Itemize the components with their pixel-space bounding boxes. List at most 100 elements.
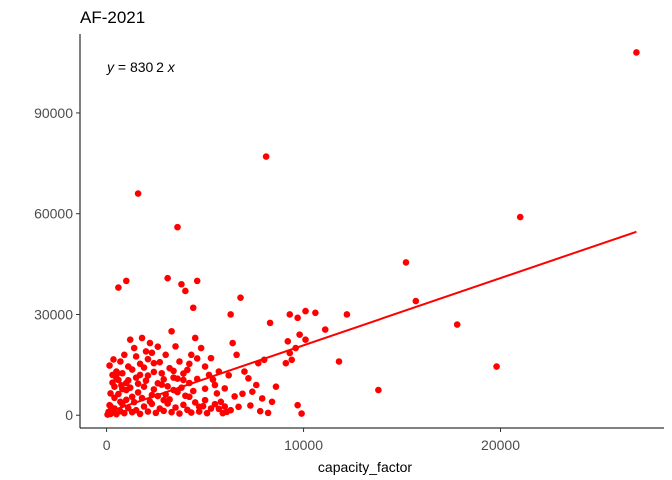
data-point [189, 304, 197, 312]
data-point [122, 396, 130, 404]
data-point [132, 374, 140, 381]
data-point [249, 388, 256, 396]
data-point [156, 358, 164, 366]
data-point [114, 369, 121, 377]
data-point [119, 369, 126, 377]
data-point [241, 368, 248, 375]
data-point [166, 396, 173, 403]
data-point [168, 408, 175, 416]
data-point [294, 401, 301, 409]
data-point [286, 311, 294, 318]
data-point [168, 327, 175, 335]
data-point [144, 408, 152, 415]
data-point [221, 385, 229, 392]
y-axis-ticks: 0 30000 60000 90000 [34, 105, 80, 423]
data-point [121, 351, 128, 359]
data-point [213, 390, 221, 397]
data-point [211, 400, 219, 408]
equation-x: x [167, 59, 176, 75]
data-point [195, 408, 203, 415]
data-point [172, 404, 179, 411]
data-point [516, 213, 524, 221]
data-point [150, 386, 158, 393]
data-point [633, 49, 640, 56]
y-tick-label: 0 [65, 407, 73, 423]
data-point [223, 408, 231, 416]
data-point [150, 368, 158, 376]
data-point [121, 409, 128, 417]
data-point [239, 390, 246, 398]
data-point [375, 386, 382, 394]
data-point [144, 372, 152, 379]
y-tick-label: 30000 [34, 306, 73, 322]
data-point [174, 388, 181, 396]
data-point [237, 294, 244, 301]
data-point [172, 343, 179, 350]
data-point [160, 375, 168, 383]
y-tick-label: 90000 [34, 105, 73, 121]
data-point [140, 383, 148, 390]
chart-title: AF-2021 [80, 8, 145, 27]
data-point [197, 344, 205, 352]
data-point [207, 405, 215, 412]
data-point [180, 370, 187, 377]
data-point [335, 358, 343, 365]
data-point [146, 398, 154, 405]
data-point [182, 287, 189, 295]
data-point [182, 392, 189, 400]
data-point [312, 309, 319, 317]
data-point [158, 369, 166, 377]
data-point [136, 360, 144, 368]
data-point [180, 401, 187, 409]
x-axis-ticks: 0 10000 20000 [103, 428, 520, 453]
data-point [294, 314, 301, 322]
data-point [164, 274, 171, 282]
data-point [164, 383, 171, 390]
data-point [138, 334, 146, 342]
data-point [284, 338, 292, 345]
data-point [144, 355, 152, 363]
data-point [343, 311, 351, 318]
data-point [229, 339, 236, 347]
data-point [134, 389, 142, 396]
data-point [122, 379, 130, 387]
data-point [193, 277, 201, 285]
data-point [245, 374, 252, 382]
regression-equation: y = 830 2 x [106, 59, 176, 75]
data-point [162, 351, 169, 359]
data-point [187, 409, 195, 416]
data-point [170, 367, 177, 375]
data-point [154, 343, 162, 351]
data-point [233, 351, 240, 359]
data-point [302, 307, 309, 315]
x-axis-label: capacity_factor [318, 459, 412, 475]
data-point [227, 311, 234, 318]
data-point [302, 336, 309, 343]
data-point [201, 363, 209, 370]
data-point [272, 383, 280, 390]
equation-rest: = 830 2 [114, 59, 168, 75]
data-point [130, 344, 138, 352]
data-point [215, 405, 223, 413]
data-point [152, 409, 160, 417]
x-tick-label: 0 [103, 437, 111, 453]
data-point [262, 153, 270, 160]
equation-y: y [106, 59, 115, 75]
data-point [217, 398, 225, 406]
data-point [191, 399, 199, 406]
data-point [110, 356, 117, 363]
data-point [252, 381, 260, 389]
y-tick-label: 60000 [34, 206, 73, 222]
data-point [231, 393, 238, 400]
data-point [142, 377, 150, 384]
data-point [493, 363, 500, 370]
points-layer [104, 49, 640, 418]
data-point [266, 319, 274, 327]
data-point [256, 407, 264, 415]
data-point [199, 402, 207, 410]
data-point [126, 336, 134, 343]
data-point [264, 409, 272, 417]
data-point [225, 371, 233, 379]
x-tick-label: 10000 [284, 437, 323, 453]
